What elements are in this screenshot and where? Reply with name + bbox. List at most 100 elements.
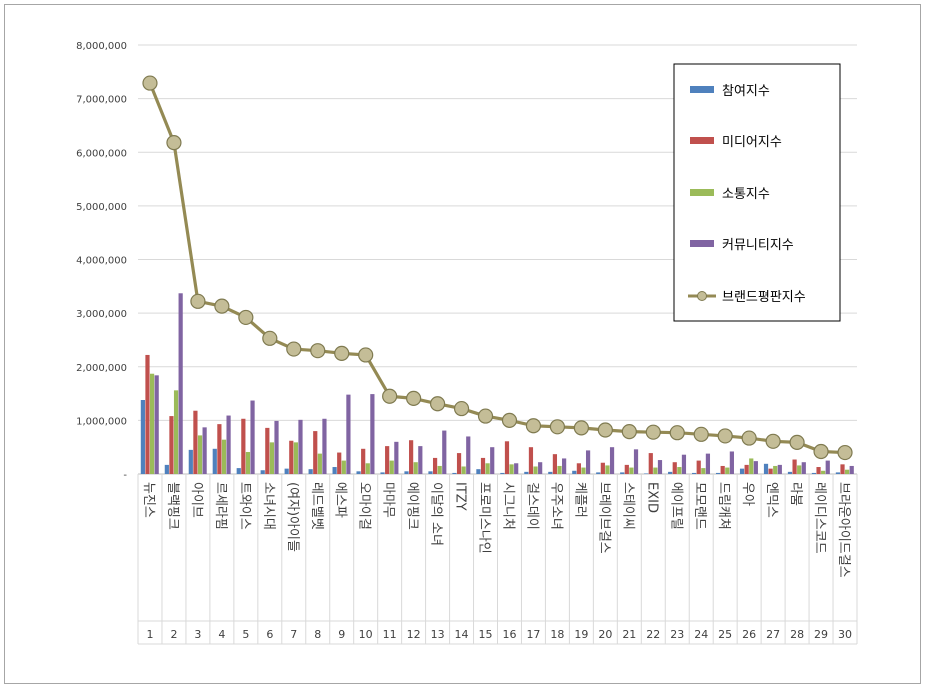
- category-label: 스테이씨: [620, 482, 635, 530]
- y-tick-label: 5,000,000: [76, 202, 127, 213]
- bar-미디어지수: [528, 447, 534, 474]
- bar-소통지수: [701, 468, 706, 474]
- marker-브랜드평판지수: [645, 424, 661, 440]
- bar-참여지수: [668, 471, 673, 474]
- bar-미디어지수: [840, 464, 845, 474]
- marker-브랜드평판지수: [406, 390, 422, 406]
- bar-소통지수: [725, 467, 730, 474]
- category-label: 걸스데이: [524, 482, 539, 530]
- rank-label: 27: [766, 628, 780, 641]
- bar-소통지수: [605, 465, 610, 474]
- bar-커뮤니티지수: [274, 420, 279, 474]
- marker-브랜드평판지수: [573, 420, 589, 436]
- rank-label: 16: [502, 628, 516, 641]
- bar-소통지수: [437, 465, 442, 474]
- category-label: 브레이브걸스: [596, 482, 611, 554]
- marker-브랜드평판지수: [453, 400, 470, 417]
- bar-미디어지수: [600, 462, 605, 474]
- bar-커뮤니티지수: [490, 447, 495, 474]
- bar-참여지수: [188, 449, 193, 474]
- marker-브랜드평판지수: [525, 418, 542, 434]
- bar-참여지수: [548, 471, 553, 474]
- bar-참여지수: [644, 473, 649, 474]
- bar-소통지수: [269, 442, 275, 474]
- bar-커뮤니티지수: [442, 430, 447, 474]
- category-label: 에이핑크: [405, 482, 420, 530]
- y-tick-label: 8,000,000: [76, 41, 127, 52]
- bar-참여지수: [140, 399, 145, 474]
- category-label: (여자)아이들: [285, 482, 300, 552]
- bar-커뮤니티지수: [298, 419, 303, 474]
- marker-브랜드평판지수: [429, 396, 446, 412]
- bar-커뮤니티지수: [538, 462, 543, 474]
- bar-소통지수: [677, 467, 682, 474]
- bar-커뮤니티지수: [585, 450, 591, 474]
- bar-참여지수: [284, 468, 289, 474]
- rank-label: 19: [574, 628, 588, 641]
- bar-소통지수: [821, 470, 826, 474]
- bar-커뮤니티지수: [370, 394, 375, 474]
- rank-label: 17: [526, 628, 540, 641]
- bar-커뮤니티지수: [825, 460, 830, 474]
- bar-소통지수: [485, 463, 490, 474]
- bar-참여지수: [236, 468, 241, 474]
- category-label: 소녀시대: [261, 482, 276, 530]
- rank-label: 6: [266, 628, 273, 641]
- legend-swatch: [690, 137, 714, 144]
- category-label: 에이프릴: [668, 482, 683, 530]
- category-label: 엔믹스: [764, 482, 779, 518]
- bar-커뮤니티지수: [418, 446, 423, 474]
- y-tick-label: 3,000,000: [76, 309, 127, 320]
- bar-커뮤니티지수: [729, 451, 734, 474]
- bar-소통지수: [389, 460, 394, 474]
- bar-미디어지수: [409, 440, 414, 474]
- rank-label: 21: [622, 628, 636, 641]
- category-label: 아이브: [189, 482, 204, 518]
- legend-label: 브랜드평판지수: [722, 290, 806, 305]
- bar-소통지수: [509, 464, 514, 474]
- y-tick-label: 1,000,000: [76, 416, 127, 427]
- bar-미디어지수: [624, 464, 629, 474]
- bar-소통지수: [581, 467, 586, 474]
- rank-label: 12: [407, 628, 421, 641]
- rank-label: 22: [646, 628, 660, 641]
- rank-label: 5: [242, 628, 249, 641]
- category-label: 마마무: [381, 482, 396, 518]
- bar-커뮤니티지수: [753, 461, 758, 474]
- bar-참여지수: [715, 472, 721, 474]
- bar-소통지수: [317, 453, 322, 474]
- bar-소통지수: [749, 458, 754, 474]
- bar-미디어지수: [217, 424, 222, 474]
- marker-브랜드평판지수: [334, 345, 350, 361]
- legend-label: 미디어지수: [722, 135, 782, 150]
- marker-브랜드평판지수: [669, 425, 685, 441]
- bar-참여지수: [164, 464, 169, 474]
- bar-참여지수: [476, 469, 481, 474]
- category-label: 뉴진스: [141, 482, 156, 518]
- bar-커뮤니티지수: [346, 394, 351, 474]
- bar-커뮤니티지수: [394, 441, 399, 474]
- rank-label: 2: [170, 628, 177, 641]
- bar-미디어지수: [552, 454, 558, 474]
- rank-label: 28: [790, 628, 804, 641]
- y-tick-label: 4,000,000: [76, 256, 127, 267]
- bar-참여지수: [739, 468, 745, 474]
- category-label: 케플러: [572, 482, 587, 518]
- legend-swatch: [690, 189, 714, 196]
- bar-커뮤니티지수: [322, 418, 327, 474]
- marker-브랜드평판지수: [262, 330, 278, 346]
- bar-커뮤니티지수: [562, 458, 567, 474]
- bar-미디어지수: [456, 453, 462, 474]
- marker-브랜드평판지수: [477, 408, 494, 424]
- bar-미디어지수: [744, 464, 749, 474]
- marker-브랜드평판지수: [214, 298, 230, 314]
- bar-참여지수: [787, 471, 793, 474]
- rank-label: 30: [838, 628, 852, 641]
- marker-브랜드평판지수: [238, 309, 254, 326]
- bar-참여지수: [500, 472, 505, 474]
- category-label: 시그니처: [500, 482, 515, 530]
- category-label: 트와이스: [237, 482, 252, 530]
- category-label: 모모랜드: [692, 482, 707, 530]
- bar-참여지수: [524, 471, 529, 474]
- bar-커뮤니티지수: [514, 463, 519, 474]
